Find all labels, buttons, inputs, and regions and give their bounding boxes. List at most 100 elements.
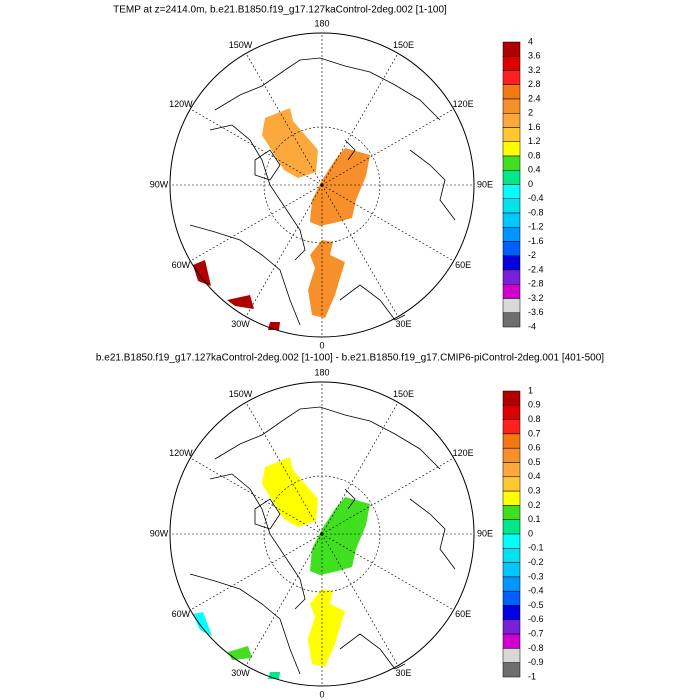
- longitude-label: 60E: [455, 609, 471, 619]
- colorbar-box: [502, 433, 521, 449]
- meridian: [321, 402, 399, 535]
- colorbar-label: 0.2: [528, 500, 541, 510]
- colorbar-label: -1.2: [528, 222, 544, 232]
- colorbar-label: -0.8: [528, 207, 544, 217]
- meridian: [321, 457, 454, 535]
- colorbar-label: 3.2: [528, 65, 541, 75]
- colorbar-box: [502, 662, 521, 678]
- colorbar-box: [502, 70, 521, 85]
- colorbar-label: -0.5: [528, 600, 544, 610]
- colorbar-label: -3.2: [528, 293, 544, 303]
- meridian: [190, 184, 323, 262]
- colorbar-box: [502, 227, 521, 242]
- colorbar-box: [502, 141, 521, 157]
- colorbar-box: [502, 98, 521, 114]
- colorbar-label: 0: [528, 179, 533, 189]
- colorbar-label: -1: [528, 671, 536, 681]
- colorbar-box: [502, 255, 521, 271]
- colorbar-label: 2.4: [528, 93, 541, 103]
- colorbar-label: 0.7: [528, 428, 541, 438]
- colorbar-box: [502, 648, 521, 663]
- colorbar-label: -2.8: [528, 279, 544, 289]
- longitude-label: 0: [319, 340, 324, 350]
- colorbar-label: -0.4: [528, 193, 544, 203]
- meridian: [190, 108, 323, 186]
- meridian: [245, 533, 323, 666]
- meridian: [190, 533, 323, 611]
- colorbar-box: [502, 419, 521, 435]
- meridian: [321, 184, 454, 262]
- colorbar-label: 0.3: [528, 485, 541, 495]
- colorbar-label: 2: [528, 108, 533, 118]
- colorbar-label: 0: [528, 528, 533, 538]
- meridian: [245, 53, 323, 186]
- field-top: [193, 108, 370, 330]
- colorbar-label: 0.5: [528, 457, 541, 467]
- colorbar-box: [502, 312, 521, 328]
- colorbar-box: [502, 505, 521, 520]
- colorbar-label: 0.9: [528, 400, 541, 410]
- longitude-label: 60W: [172, 260, 191, 270]
- colorbar-label: -4: [528, 321, 536, 331]
- colorbar-box: [502, 590, 521, 606]
- meridian: [190, 457, 323, 535]
- colorbar-box: [502, 212, 521, 228]
- map-border: [169, 32, 475, 338]
- longitude-label: 60E: [455, 260, 471, 270]
- colorbar-box: [502, 633, 521, 649]
- longitude-label: 90W: [150, 179, 169, 189]
- longitude-label: 120W: [169, 99, 193, 109]
- colorbar-label: 4: [528, 36, 533, 46]
- longitude-label: 150W: [229, 40, 253, 50]
- colorbar-label: 0.4: [528, 471, 541, 481]
- colorbar-box: [502, 127, 521, 142]
- colorbar-box: [502, 113, 521, 128]
- colorbar-box: [502, 576, 521, 592]
- colorbar-label: -0.4: [528, 586, 544, 596]
- colorbar-box: [502, 269, 521, 285]
- colorbar-label: -0.9: [528, 657, 544, 667]
- meridian: [321, 533, 454, 611]
- colorbar-label: -0.3: [528, 571, 544, 581]
- meridian: [321, 184, 399, 317]
- longitude-label: 150E: [393, 389, 414, 399]
- longitude-label: 30E: [395, 319, 411, 329]
- longitude-label: 120E: [453, 448, 474, 458]
- colorbar-label: -0.7: [528, 628, 544, 638]
- colorbar-box: [502, 519, 521, 535]
- colorbar-label: 0.4: [528, 165, 541, 175]
- colorbar-box: [502, 390, 521, 406]
- colorbar-box: [502, 41, 521, 57]
- colorbar-box: [502, 533, 521, 549]
- colorbar-box: [502, 476, 521, 492]
- colorbar-box: [502, 155, 521, 171]
- colorbar-label: -2: [528, 250, 536, 260]
- colorbar-box: [502, 447, 521, 463]
- colorbar-box: [502, 490, 521, 506]
- longitude-label: 150E: [393, 40, 414, 50]
- colorbar-box: [502, 605, 521, 621]
- longitude-label: 90E: [477, 179, 493, 189]
- colorbar-label: -0.2: [528, 557, 544, 567]
- colorbar-label: 0.8: [528, 150, 541, 160]
- colorbar-box: [502, 619, 521, 635]
- colorbar-label: -0.8: [528, 643, 544, 653]
- colorbar-label: 0.1: [528, 514, 541, 524]
- colorbar-box: [502, 462, 521, 478]
- meridian: [321, 108, 454, 186]
- colorbar-box: [502, 562, 521, 578]
- colorbar-box: [502, 170, 521, 185]
- longitude-label: 120E: [453, 99, 474, 109]
- colorbar-box: [502, 298, 521, 313]
- longitude-label: 30W: [231, 319, 250, 329]
- longitude-label: 120W: [169, 448, 193, 458]
- longitude-label: 180: [314, 18, 329, 28]
- longitude-label: 30W: [231, 668, 250, 678]
- colorbar-box: [502, 198, 521, 214]
- panel-title: b.e21.B1850.f19_g17.127kaControl-2deg.00…: [96, 353, 604, 364]
- field-bottom: [193, 457, 370, 679]
- colorbar-box: [502, 56, 521, 71]
- longitude-label: 90E: [477, 528, 493, 538]
- colorbar-label: 3.6: [528, 51, 541, 61]
- meridian: [245, 184, 323, 317]
